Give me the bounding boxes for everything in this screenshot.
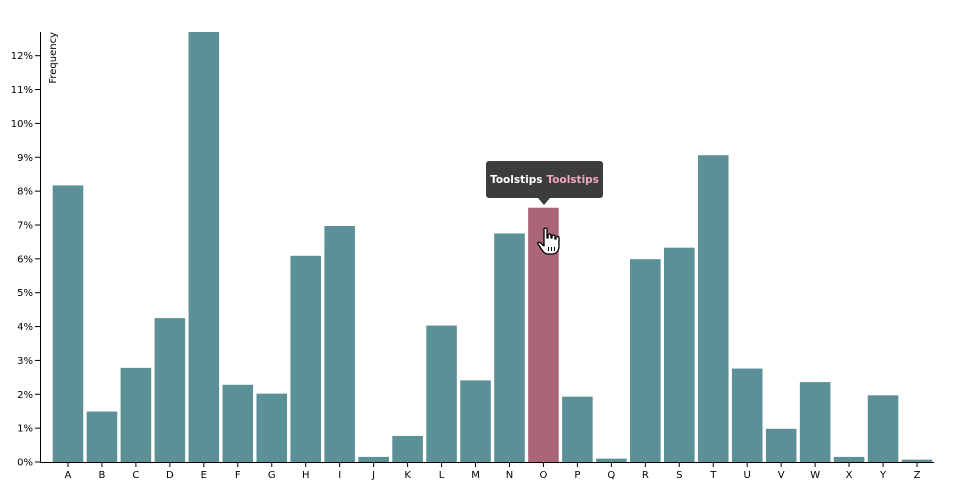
y-tick-label: 5% [17, 288, 33, 299]
bar-b[interactable] [86, 411, 118, 462]
y-axis: Frequency 0% 1% 2% 3% 4% 5% 6% 7% 8% 9% 10% 11% 12% [11, 32, 59, 469]
bar-j[interactable] [358, 456, 389, 462]
x-tick-label: D [166, 470, 174, 481]
bars-group [52, 32, 933, 463]
tooltip-label: Toolstips [490, 173, 543, 186]
y-tick-label: 8% [17, 187, 33, 198]
y-tick-label: 7% [17, 220, 33, 231]
x-tick-label: W [810, 470, 820, 481]
bar-g[interactable] [256, 393, 288, 462]
y-tick-label: 6% [17, 254, 33, 265]
x-tick-label: Q [607, 470, 615, 481]
bar-i[interactable] [324, 226, 355, 462]
bar-d[interactable] [154, 318, 186, 462]
x-tick-label: T [709, 470, 717, 481]
bar-e[interactable] [188, 32, 220, 462]
bar-l[interactable] [426, 325, 457, 462]
x-tick-label: I [338, 470, 341, 481]
x-tick-label: H [302, 470, 310, 481]
y-tick-label: 1% [17, 424, 33, 435]
x-tick-label: B [99, 470, 106, 481]
tooltip-value: Toolstips [546, 173, 599, 186]
x-tick-label: L [439, 470, 445, 481]
tooltip-arrow [538, 198, 550, 205]
bar-y[interactable] [867, 395, 899, 462]
bar-h[interactable] [290, 255, 321, 462]
bar-s[interactable] [664, 247, 695, 462]
y-tick-label: 0% [17, 458, 33, 469]
bar-x[interactable] [833, 456, 865, 462]
x-tick-label: E [201, 470, 207, 481]
hand-pointer-icon [537, 227, 560, 255]
bar-t[interactable] [697, 155, 729, 463]
y-tick-label: 2% [17, 390, 33, 401]
x-tick-label: M [471, 470, 480, 481]
bar-n[interactable] [494, 233, 525, 462]
bar-u[interactable] [731, 368, 763, 462]
x-axis: A B C D E F G H I J K L M N O P Q R S T U V W X Y Z [40, 462, 934, 481]
x-tick-label: X [846, 470, 853, 481]
bar-tooltip: Toolstips Toolstips [486, 161, 603, 198]
y-tick-label: 10% [11, 119, 33, 130]
x-tick-label: K [404, 470, 411, 481]
bar-z[interactable] [901, 459, 933, 462]
y-tick-label: 11% [11, 85, 33, 96]
bar-a[interactable] [52, 185, 84, 462]
bar-f[interactable] [222, 384, 254, 462]
x-tick-label: U [744, 470, 751, 481]
bar-k[interactable] [392, 435, 423, 462]
x-tick-label: G [268, 470, 276, 481]
x-tick-label: Z [914, 470, 921, 481]
x-tick-label: J [371, 470, 375, 481]
y-axis-title: Frequency [48, 32, 59, 84]
bar-c[interactable] [120, 367, 152, 462]
y-tick-label: 3% [17, 356, 33, 367]
x-tick-label: R [642, 470, 649, 481]
y-tick-label: 4% [17, 322, 33, 333]
x-tick-label: A [65, 470, 72, 481]
x-tick-label: O [540, 470, 548, 481]
x-tick-label: F [235, 470, 241, 481]
x-tick-label: C [132, 470, 139, 481]
bar-p[interactable] [562, 396, 593, 462]
bar-q[interactable] [596, 458, 627, 462]
bar-w[interactable] [799, 382, 831, 462]
x-tick-label: N [506, 470, 513, 481]
y-tick-label: 12% [11, 51, 33, 62]
bar-v[interactable] [765, 428, 797, 462]
x-tick-label: Y [879, 470, 887, 481]
x-tick-label: P [574, 470, 580, 481]
bar-m[interactable] [460, 380, 491, 462]
bar-r[interactable] [630, 259, 661, 462]
x-tick-label: V [778, 470, 785, 481]
x-tick-label: S [676, 470, 682, 481]
y-tick-label: 9% [17, 153, 33, 164]
